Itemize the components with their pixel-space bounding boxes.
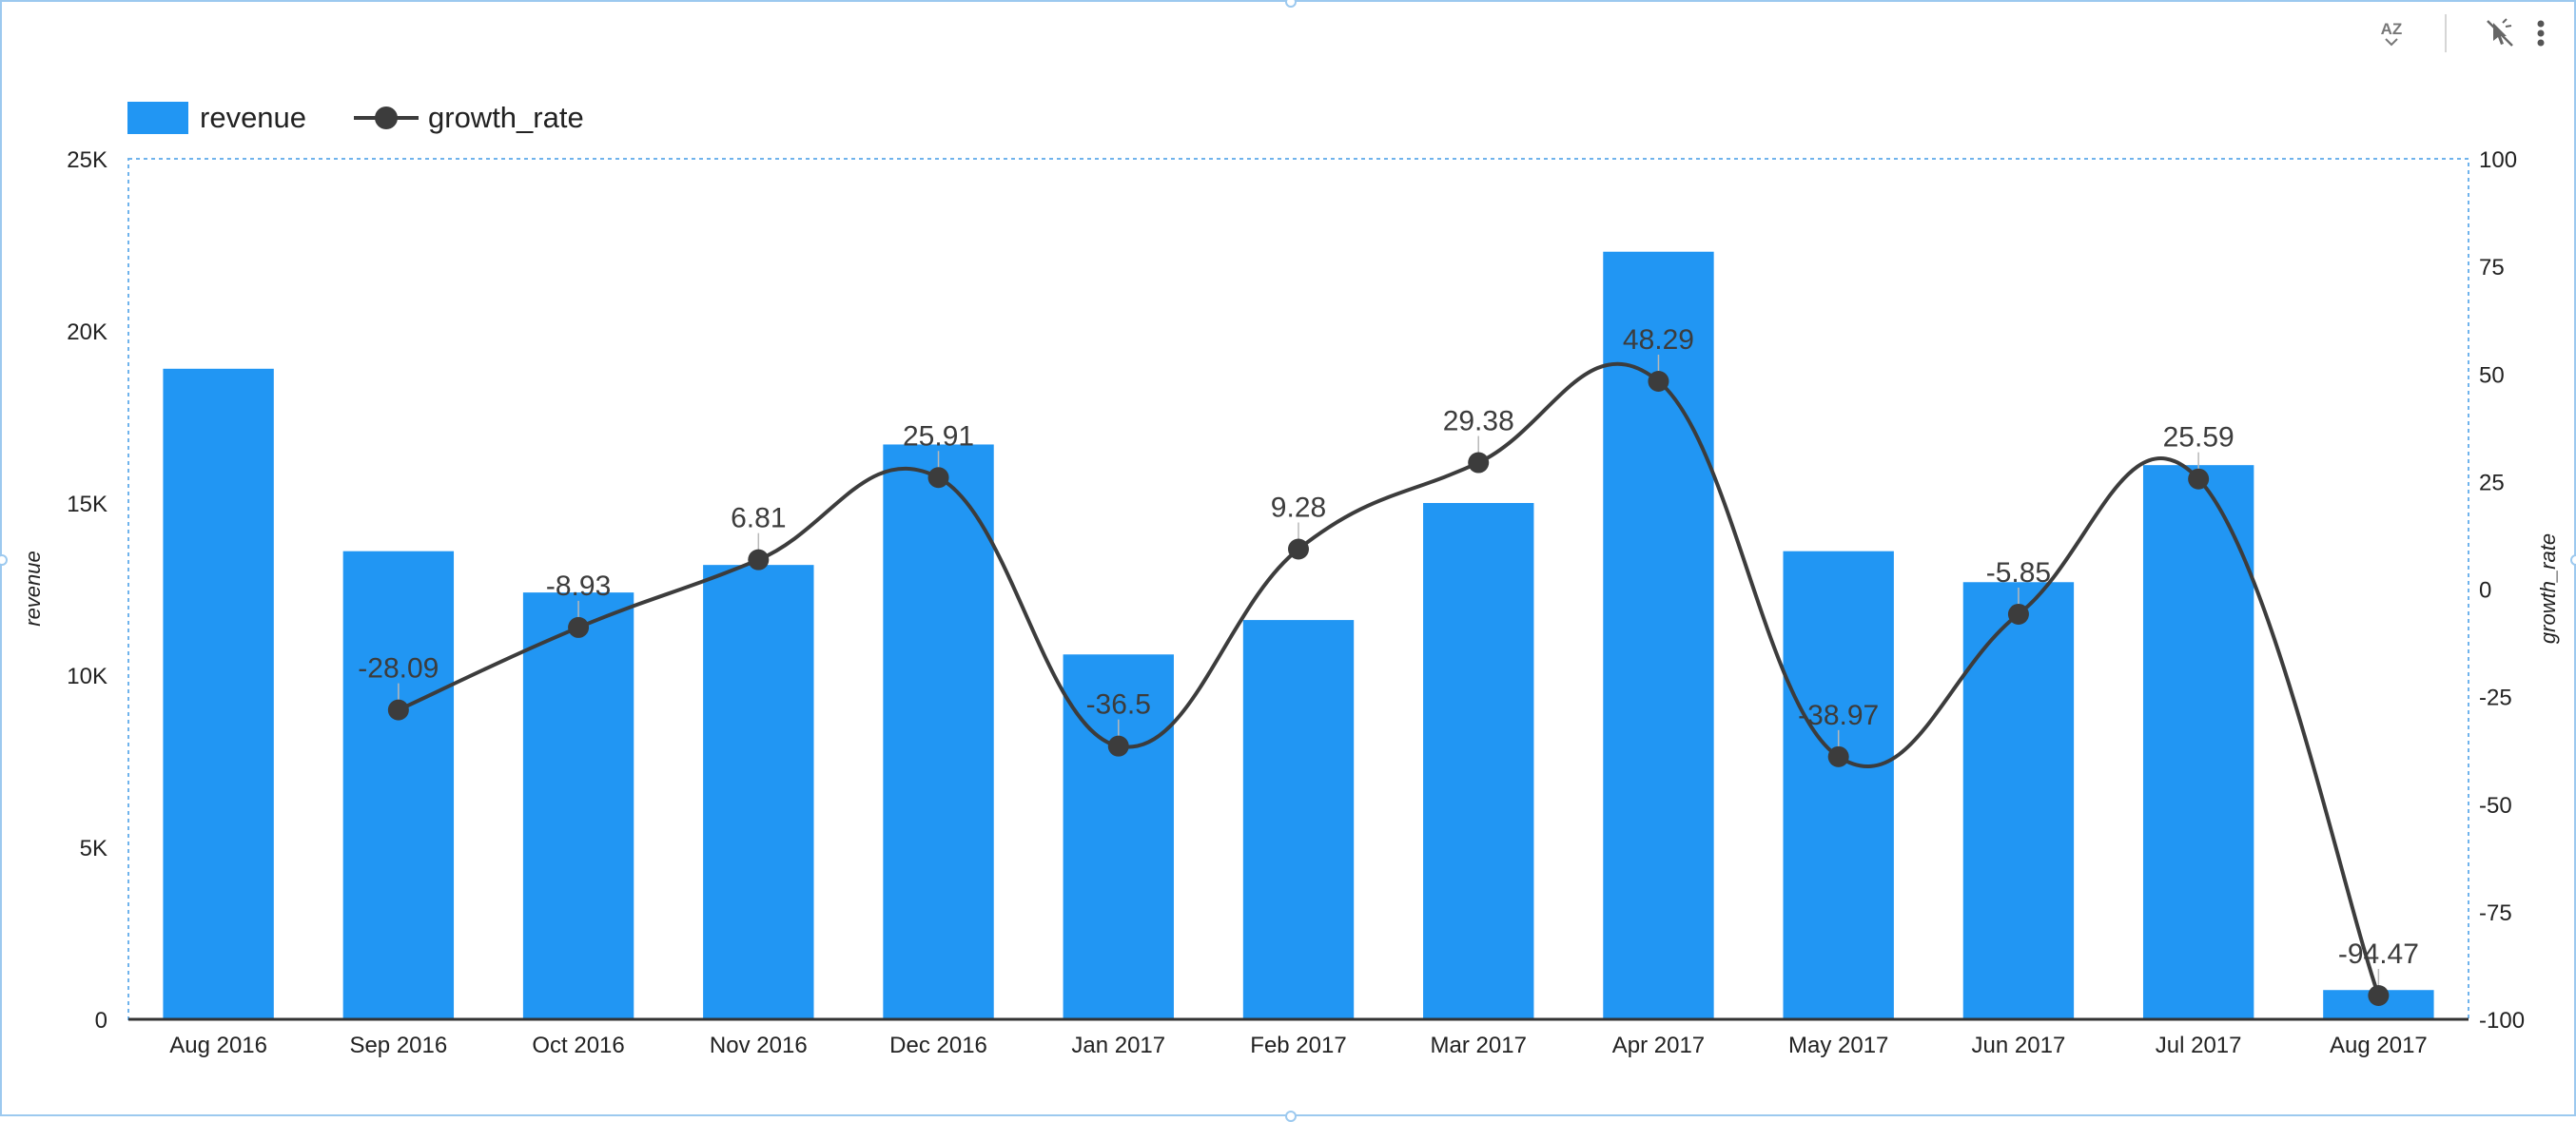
x-axis-tick-label: Apr 2017 [1612,1033,1705,1058]
left-axis-tick-label: 25K [67,147,107,173]
growth-rate-point[interactable] [927,467,949,489]
legend-label-growth-rate[interactable]: growth_rate [428,101,584,134]
left-axis-tick-label: 5K [80,836,107,861]
revenue-bars [163,251,2434,1020]
revenue-bar[interactable] [163,368,274,1019]
more-vertical-icon [2537,20,2545,47]
revenue-bar[interactable] [1423,503,1534,1019]
legend-label-revenue[interactable]: revenue [200,101,306,134]
right-axis-ticks: -100 -75 -50 -25 0 25 50 75 100 [2479,147,2525,1034]
growth-rate-point[interactable] [1827,745,1849,767]
right-axis-tick-label: -100 [2479,1008,2525,1034]
x-axis-tick-label: Oct 2016 [532,1033,624,1058]
revenue-bar[interactable] [1242,620,1355,1019]
growth-rate-point[interactable] [387,699,409,721]
x-axis-tick-label: Jun 2017 [1972,1033,2066,1058]
revenue-bar[interactable] [1962,582,2075,1019]
revenue-bar[interactable] [522,592,634,1019]
revenue-bar[interactable] [342,551,455,1019]
x-axis-tick-label: Mar 2017 [1431,1033,1527,1058]
left-axis-tick-label: 10K [67,664,107,689]
right-axis-tick-label: 0 [2479,578,2491,604]
left-axis-tick-label: 15K [67,492,107,517]
svg-text:AZ: AZ [2381,20,2403,38]
growth-rate-line[interactable] [398,361,2381,996]
growth-rate-point[interactable] [748,549,770,571]
resize-handle-left[interactable] [0,554,8,566]
growth-rate-data-label: -28.09 [358,653,439,685]
growth-rate-point[interactable] [1288,538,1309,560]
x-axis-tick-label: May 2017 [1788,1033,1888,1058]
chart-toolbar: AZ [2365,13,2555,53]
more-options-button[interactable] [2527,13,2555,53]
x-axis-tick-label: Jul 2017 [2156,1033,2242,1058]
right-axis-tick-label: 100 [2479,147,2517,173]
growth-rate-data-label: -94.47 [2338,938,2419,970]
legend-swatch-revenue [127,102,188,134]
revenue-bar[interactable] [1063,654,1174,1019]
growth-rate-point[interactable] [2368,984,2390,1006]
growth-rate-point[interactable] [2007,603,2029,625]
left-axis-tick-label: 0 [95,1008,107,1034]
x-axis-tick-label: Aug 2016 [169,1033,267,1058]
growth-rate-data-label: 25.59 [2163,422,2234,454]
growth-rate-data-label: -5.85 [1986,557,2051,589]
resize-handle-right[interactable] [2570,554,2576,566]
x-axis-tick-label: Nov 2016 [710,1033,808,1058]
sort-az-icon: AZ [2381,20,2403,47]
x-axis-tick-label: Sep 2016 [349,1033,447,1058]
sort-button[interactable]: AZ [2365,13,2418,53]
growth-rate-data-label: -8.93 [546,571,611,602]
cursor-click-off-icon [2487,18,2513,47]
growth-rate-point[interactable] [1107,735,1129,757]
growth-rate-data-label: 9.28 [1271,493,1326,524]
legend: revenue growth_rate [127,101,584,134]
growth-rate-data-label: 6.81 [731,503,786,534]
x-axis-tick-label: Jan 2017 [1071,1033,1165,1058]
right-axis-tick-label: 25 [2479,470,2505,495]
growth-rate-line-layer: -28.09 -8.93 6.81 25.91 -36.5 9.28 29.38 48.29 -… [358,324,2419,1006]
interaction-toggle-button[interactable] [2473,13,2527,53]
left-axis-ticks: 0 5K 10K 15K 20K 25K [67,147,107,1034]
left-axis-tick-label: 20K [67,319,107,345]
resize-handle-top[interactable] [1285,0,1297,8]
right-axis-tick-label: 75 [2479,255,2505,280]
revenue-bar[interactable] [883,444,994,1020]
legend-marker-growth-rate [375,106,398,129]
x-axis-tick-label: Dec 2016 [889,1033,987,1058]
right-axis-title: growth_rate [2536,533,2560,644]
growth-rate-data-label: 25.91 [903,420,974,452]
toolbar-divider [2445,14,2447,52]
right-axis-tick-label: -75 [2479,900,2512,926]
right-axis-tick-label: -25 [2479,686,2512,711]
growth-rate-point[interactable] [2188,468,2210,490]
revenue-bar[interactable] [1783,551,1894,1019]
x-axis-tick-label: Aug 2017 [2330,1033,2428,1058]
growth-rate-point[interactable] [568,616,590,638]
x-axis-tick-label: Feb 2017 [1250,1033,1346,1058]
left-axis-title: revenue [21,551,45,627]
right-axis-tick-label: -50 [2479,793,2512,819]
growth-rate-point[interactable] [1468,452,1490,474]
growth-rate-data-label: -36.5 [1086,689,1151,721]
growth-rate-data-label: -38.97 [1798,700,1879,731]
growth-rate-data-label: 29.38 [1443,406,1514,437]
revenue-bar[interactable] [703,565,814,1019]
growth-rate-point[interactable] [1648,370,1669,392]
right-axis-tick-label: 50 [2479,362,2505,388]
x-axis-ticks: Aug 2016 Sep 2016 Oct 2016 Nov 2016 Dec 2016… [169,1033,2428,1058]
growth-rate-data-label: 48.29 [1623,324,1694,356]
revenue-bar[interactable] [2142,465,2254,1019]
